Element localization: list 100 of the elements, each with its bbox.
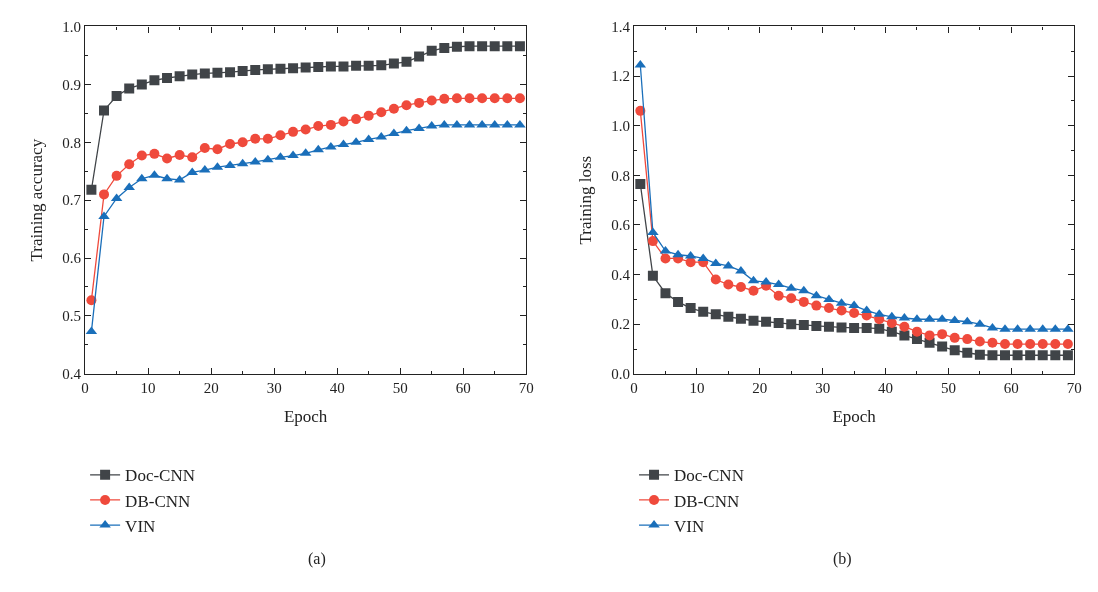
point	[949, 345, 960, 356]
point	[1025, 339, 1036, 350]
point	[363, 60, 374, 71]
point	[124, 83, 135, 94]
point	[899, 321, 910, 332]
point	[886, 326, 897, 337]
point	[288, 63, 299, 74]
x-tick-label: 40	[878, 379, 894, 396]
x-tick-label: 60	[1003, 379, 1019, 396]
point	[502, 93, 513, 104]
point	[849, 308, 860, 319]
y-tick-label: 1.4	[611, 18, 631, 35]
point	[786, 319, 797, 330]
point	[1000, 339, 1011, 350]
legend-label: VIN	[674, 516, 705, 536]
point	[1062, 339, 1073, 350]
y-tick-label: 0.0	[611, 366, 630, 383]
point	[351, 60, 362, 71]
point	[1062, 350, 1073, 361]
point	[477, 93, 488, 104]
point	[376, 107, 387, 118]
point	[174, 71, 185, 82]
x-tick-label: 30	[266, 379, 282, 396]
x-tick-label: 20	[752, 379, 768, 396]
point	[761, 316, 772, 327]
x-tick-label: 10	[689, 379, 705, 396]
point	[414, 51, 425, 62]
point	[86, 184, 97, 195]
point	[401, 56, 412, 67]
y-tick-label: 0.8	[62, 134, 81, 151]
y-tick-label: 1.0	[62, 18, 81, 35]
point	[962, 334, 973, 345]
y-tick-label: 0.6	[611, 217, 631, 234]
point	[439, 42, 450, 53]
point	[187, 152, 198, 163]
legend-label: Doc-CNN	[125, 466, 195, 486]
point	[464, 93, 475, 104]
point	[275, 130, 286, 141]
point	[723, 311, 734, 322]
point	[313, 62, 324, 73]
point	[962, 347, 973, 358]
point	[647, 236, 658, 247]
point	[748, 285, 759, 296]
point	[376, 60, 387, 71]
point	[798, 296, 809, 307]
point	[672, 249, 684, 258]
point	[489, 93, 500, 104]
x-tick-label: 0	[630, 379, 638, 396]
y-tick-label: 0.5	[62, 308, 81, 325]
point	[426, 45, 437, 56]
point	[735, 282, 746, 292]
point	[300, 62, 311, 73]
point	[836, 305, 847, 316]
point	[287, 150, 299, 159]
point	[338, 116, 349, 127]
point	[660, 253, 671, 264]
x-tick-label: 50	[940, 379, 956, 396]
point	[288, 126, 299, 137]
point	[849, 322, 860, 333]
point	[212, 144, 223, 155]
point	[212, 67, 223, 78]
point	[451, 93, 462, 104]
point	[464, 41, 475, 52]
point	[502, 41, 513, 52]
point	[363, 110, 374, 121]
point	[401, 100, 412, 111]
point	[199, 143, 210, 154]
y-axis-title: Training accuracy	[26, 138, 46, 262]
point	[836, 322, 847, 333]
y-tick-label: 0.4	[611, 266, 631, 283]
point	[660, 288, 671, 299]
point	[1012, 339, 1023, 350]
point	[199, 68, 210, 79]
point	[275, 63, 286, 74]
point	[99, 189, 110, 200]
point	[388, 103, 399, 114]
point	[848, 300, 860, 309]
legend-label: Doc-CNN	[674, 466, 744, 486]
point	[313, 121, 324, 132]
point	[489, 41, 500, 52]
point	[1050, 350, 1061, 361]
point	[250, 133, 261, 144]
point	[786, 293, 797, 304]
point	[514, 93, 525, 104]
x-tick-label: 70	[1066, 379, 1082, 396]
point	[262, 64, 273, 75]
point	[414, 97, 425, 108]
y-tick-label: 0.2	[611, 316, 630, 333]
point	[136, 173, 148, 182]
point	[1000, 350, 1011, 361]
text: (a)	[308, 550, 326, 568]
y-tick-label: 0.4	[62, 366, 82, 383]
point	[987, 337, 998, 348]
point	[937, 329, 948, 340]
x-tick-label: 0	[81, 379, 89, 396]
point	[1037, 350, 1048, 361]
text: (b)	[833, 550, 852, 568]
y-tick-label: 0.7	[62, 192, 82, 209]
point	[161, 173, 173, 182]
point	[388, 128, 400, 137]
